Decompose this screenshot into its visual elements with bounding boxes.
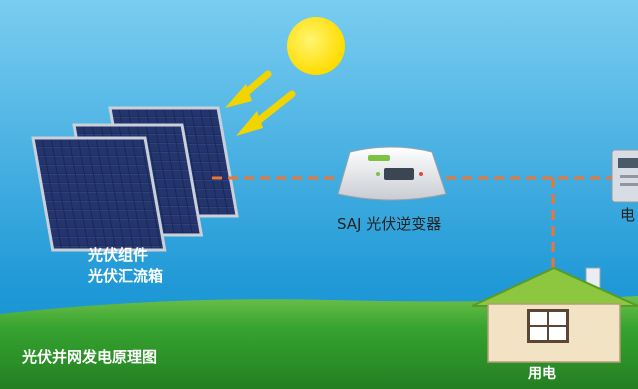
house-icon xyxy=(471,266,638,363)
house-label: 用电 xyxy=(528,366,556,382)
electric-meter-icon xyxy=(611,149,638,203)
meter-label: 电 xyxy=(620,206,636,224)
inverter-label: SAJ 光伏逆变器 xyxy=(337,215,442,233)
inverter-icon xyxy=(337,146,447,201)
solar-panel-icon xyxy=(31,106,239,252)
pv-array-label-line1: 光伏组件 xyxy=(88,246,149,264)
sun-icon xyxy=(287,17,345,75)
diagram-title: 光伏并网发电原理图 xyxy=(22,348,158,366)
pv-array-label-line2: 光伏汇流箱 xyxy=(88,267,164,285)
sunlight-arrow-icon xyxy=(225,70,296,136)
grass-ground xyxy=(0,296,638,389)
